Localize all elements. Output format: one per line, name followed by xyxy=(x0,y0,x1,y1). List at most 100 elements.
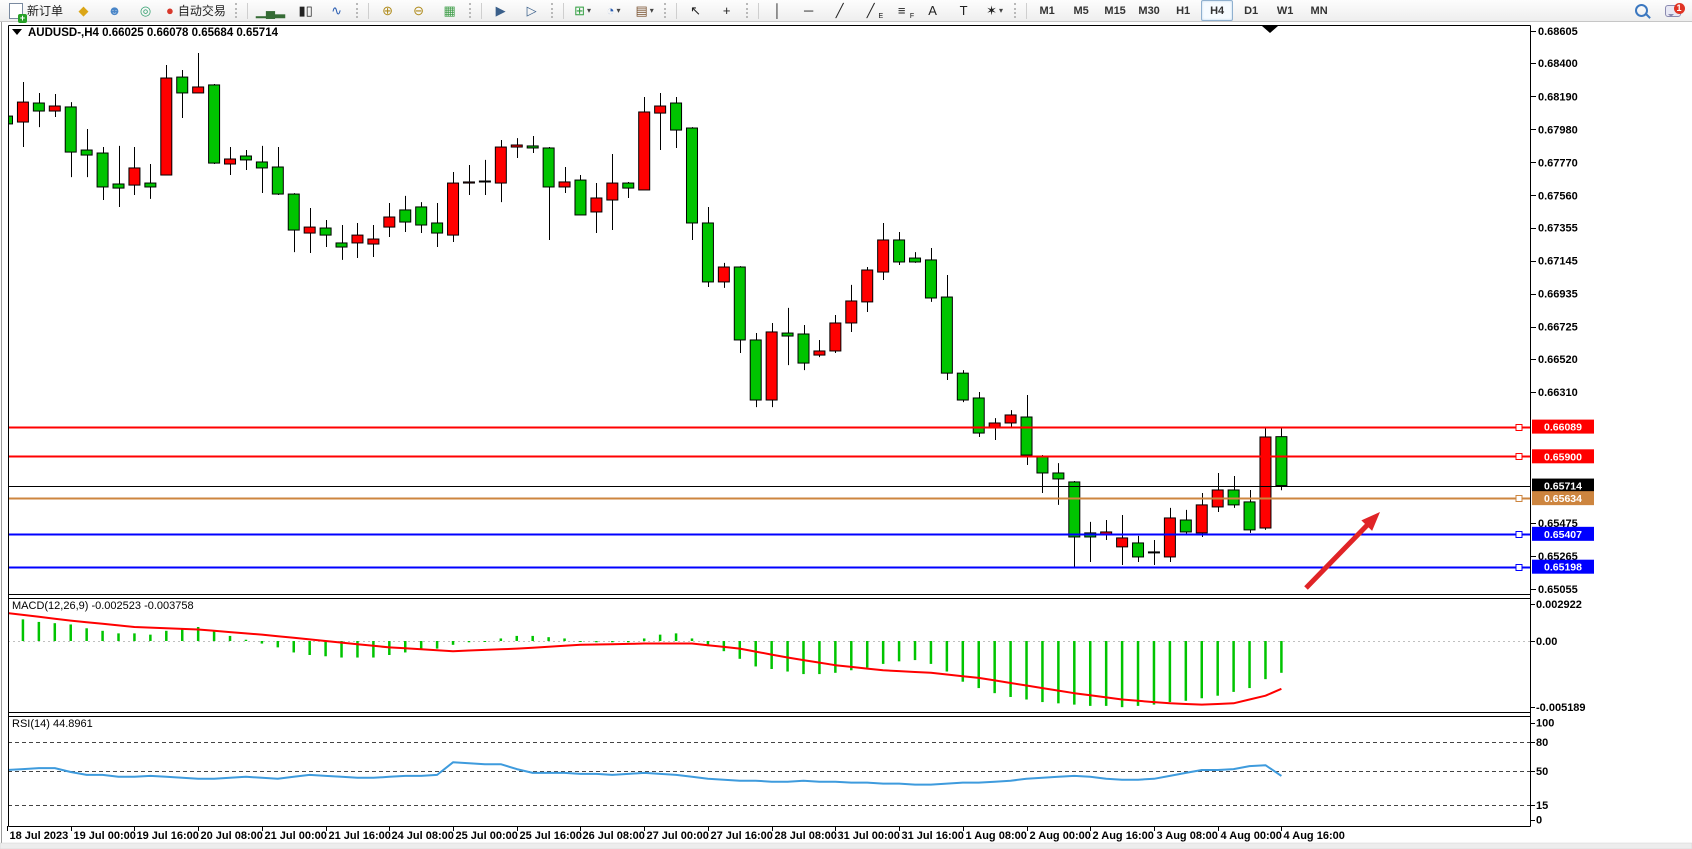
auto-trading-button[interactable]: ● 自动交易 xyxy=(162,0,230,21)
macd-histogram-bar xyxy=(1041,641,1044,703)
time-axis-label: 19 Jul 16:00 xyxy=(137,830,199,842)
crosshair-button[interactable]: + xyxy=(712,0,741,21)
trendline-button[interactable]: ╱ xyxy=(825,0,854,21)
macd-histogram-bar xyxy=(21,619,25,641)
macd-histogram-bar xyxy=(149,634,152,641)
price-axis-label: 0.66520 xyxy=(1538,354,1578,366)
label-button[interactable]: T xyxy=(949,0,978,21)
hline-handle[interactable] xyxy=(1515,495,1523,502)
new-order-icon xyxy=(9,2,27,23)
channel-button[interactable]: ╱ E xyxy=(856,0,885,21)
hline-handle[interactable] xyxy=(1515,564,1523,571)
chart-shift-button[interactable]: ▷ xyxy=(517,0,546,21)
time-axis-label: 2 Aug 16:00 xyxy=(1093,830,1154,842)
templates-button[interactable]: ▤ ▾ xyxy=(630,0,659,21)
hline-handle[interactable] xyxy=(1515,531,1523,538)
zoom-out-button[interactable]: ⊖ xyxy=(404,0,433,21)
candle-body xyxy=(1259,436,1272,529)
macd-histogram-bar xyxy=(435,641,439,649)
indicators-button[interactable]: ⊞ ▾ xyxy=(568,0,597,21)
timeframe-h4-button[interactable]: H4 xyxy=(1201,0,1234,21)
zoom-in-button[interactable]: ⊕ xyxy=(373,0,402,21)
candle-body xyxy=(447,182,460,236)
macd-axis-label: -0.005189 xyxy=(1536,702,1586,714)
vertical-line-icon: │ xyxy=(773,3,782,18)
bar-chart-button[interactable]: ▁▄▂ xyxy=(252,0,289,21)
horizontal-line-icon: ─ xyxy=(804,3,814,18)
macd-histogram-bar xyxy=(53,623,57,641)
hline-handle[interactable] xyxy=(1515,424,1523,431)
time-axis-label: 21 Jul 16:00 xyxy=(329,830,391,842)
fibonacci-button[interactable]: ≡ F xyxy=(887,0,916,21)
annotation-arrow-line[interactable] xyxy=(1304,521,1372,590)
price-line-label: 0.66089 xyxy=(1544,422,1582,434)
candle-body xyxy=(1227,489,1240,506)
timeframe-m5-button[interactable]: M5 xyxy=(1073,4,1089,17)
horizontal-scrollbar[interactable] xyxy=(0,842,1692,849)
candle-body xyxy=(1004,414,1017,424)
tile-windows-button[interactable]: ▦ xyxy=(435,0,464,21)
price-axis-label: 0.67770 xyxy=(1538,157,1578,169)
timeframe-d1-button[interactable]: D1 xyxy=(1244,4,1259,17)
candle-body xyxy=(431,222,444,234)
timeframe-w1-button[interactable]: W1 xyxy=(1276,4,1294,17)
candle-body xyxy=(1195,504,1208,534)
price-line-label-box xyxy=(1532,491,1594,506)
timeframe-mn-button[interactable]: MN xyxy=(1310,4,1328,17)
text-button[interactable]: A xyxy=(918,0,947,21)
timeframe-m15-button[interactable]: M15 xyxy=(1104,4,1126,17)
macd-histogram-bar xyxy=(1073,641,1076,705)
vertical-line-button[interactable]: │ xyxy=(763,0,792,21)
macd-histogram-bar xyxy=(547,637,550,641)
timeframe-m1-button[interactable]: M1 xyxy=(1039,4,1055,17)
ticket-button[interactable]: ◆ xyxy=(69,0,98,21)
time-axis-label: 19 Jul 00:00 xyxy=(74,830,136,842)
candle-body xyxy=(1116,537,1129,548)
chevron-down-icon: ▾ xyxy=(999,6,1004,15)
candle-body xyxy=(1147,551,1160,554)
collapse-triangle-icon[interactable] xyxy=(12,29,22,35)
search-button[interactable] xyxy=(1627,0,1656,21)
horizontal-line-button[interactable]: ─ xyxy=(794,0,823,21)
cursor-button[interactable]: ↖ xyxy=(681,0,710,21)
line-chart-button[interactable]: ∿ xyxy=(322,0,351,21)
candle-body xyxy=(239,155,252,161)
new-order-button[interactable]: 新订单 xyxy=(5,0,67,23)
price-axis-label: 0.67980 xyxy=(1538,124,1578,136)
candle-body xyxy=(861,269,874,303)
macd-signal-line xyxy=(9,612,1282,706)
auto-scroll-button[interactable]: ▶ xyxy=(486,0,515,21)
macd-axis-label: 0.002922 xyxy=(1536,599,1582,611)
signals-button[interactable]: ◎ xyxy=(131,0,160,21)
macd-histogram-bar xyxy=(451,641,455,645)
candle-body xyxy=(733,266,746,341)
hline-handle[interactable] xyxy=(1515,453,1523,460)
time-axis-label: 31 Jul 16:00 xyxy=(902,830,964,842)
candle-body xyxy=(972,397,985,434)
macd-histogram-bar xyxy=(117,633,120,641)
candle-body xyxy=(765,331,778,401)
timeframe-m30-button[interactable]: M30 xyxy=(1138,4,1160,17)
timeframe-group: M1 M5 M15 M30 H1 H4 D1 W1 MN xyxy=(1030,0,1336,21)
periods-button[interactable]: ◔ ▾ xyxy=(599,0,628,21)
community-button[interactable]: ☻ xyxy=(100,0,129,21)
macd-histogram-bar xyxy=(228,635,232,641)
candlestick-button[interactable]: ▮▯ xyxy=(291,0,320,21)
chevron-down-icon: ▾ xyxy=(649,6,654,15)
candle-body xyxy=(622,182,635,189)
macd-histogram-bar xyxy=(1232,641,1235,692)
line-chart-icon: ∿ xyxy=(331,3,343,18)
toolbar-grip xyxy=(1014,3,1019,18)
chevron-down-icon: ▾ xyxy=(587,6,592,15)
candle-body xyxy=(271,166,284,195)
chat-button[interactable]: 1 xyxy=(1658,0,1687,21)
candle-body xyxy=(415,206,428,226)
shapes-button[interactable]: ✶ ▾ xyxy=(980,0,1009,21)
macd-histogram-bar xyxy=(993,641,996,694)
clock-icon: ◔ xyxy=(606,3,615,18)
candle-body xyxy=(574,179,587,216)
rsi-axis-label: 0 xyxy=(1536,815,1542,827)
timeframe-h1-button[interactable]: H1 xyxy=(1176,4,1191,17)
